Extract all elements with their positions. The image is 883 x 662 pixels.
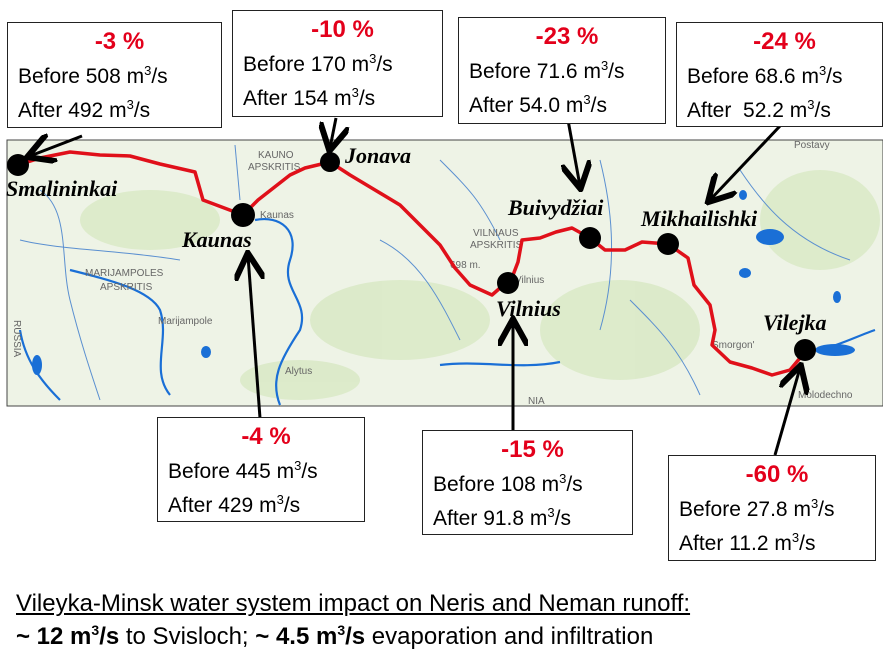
svg-text:Vilnius: Vilnius xyxy=(515,275,544,286)
station-labels: Smalininkai Jonava Buivydžiai Mikhailish… xyxy=(6,143,827,335)
svg-text:Buivydžiai: Buivydžiai xyxy=(507,195,604,220)
svg-text:Molodechno: Molodechno xyxy=(798,390,853,401)
before-flow: Before 170 m3/s xyxy=(243,51,393,76)
svg-text:APSKRITIS: APSKRITIS xyxy=(100,282,153,293)
before-flow: Before 68.6 m3/s xyxy=(687,63,843,88)
station-box-vilejka: -60 % Before 27.8 m3/s After 11.2 m3/s xyxy=(668,455,876,561)
change-percent: -24 % xyxy=(753,28,816,55)
before-flow: Before 27.8 m3/s xyxy=(679,496,835,521)
lakes xyxy=(32,190,855,375)
after-flow: After 54.0 m3/s xyxy=(469,92,607,117)
change-percent: -60 % xyxy=(745,461,809,488)
svg-text:Alytus: Alytus xyxy=(285,366,312,377)
svg-text:Jonava: Jonava xyxy=(344,143,411,168)
before-flow: Before 108 m3/s xyxy=(433,471,583,496)
svg-text:NIA: NIA xyxy=(528,396,545,407)
after-flow: After 91.8 m3/s xyxy=(433,505,571,530)
before-flow: Before 508 m3/s xyxy=(18,63,168,88)
svg-text:Vilejka: Vilejka xyxy=(763,310,827,335)
svg-text:698 m.: 698 m. xyxy=(450,260,481,271)
change-percent: -4 % xyxy=(241,423,291,450)
svg-text:KAUNO: KAUNO xyxy=(258,150,294,161)
after-flow: After 11.2 m3/s xyxy=(679,530,816,555)
caption-title: Vileyka-Minsk water system impact on Ner… xyxy=(16,590,691,617)
svg-text:Kaunas: Kaunas xyxy=(181,227,252,252)
svg-text:Marijampole: Marijampole xyxy=(158,316,213,327)
svg-text:Smalininkai: Smalininkai xyxy=(6,176,118,201)
svg-text:RUSSIA: RUSSIA xyxy=(11,320,22,358)
tributaries xyxy=(19,144,851,401)
station-box-buivydziai: -23 % Before 71.6 m3/s After 54.0 m3/s xyxy=(458,17,666,124)
change-percent: -3 % xyxy=(94,28,145,55)
change-percent: -10 % xyxy=(311,16,374,43)
before-flow: Before 445 m3/s xyxy=(168,458,318,483)
svg-text:APSKRITIS: APSKRITIS xyxy=(248,162,301,173)
after-flow: After 429 m3/s xyxy=(168,492,301,517)
terrain-patches xyxy=(80,170,880,400)
caption-details: ~ 12 m3/s to Svisloch; ~ 4.5 m3/s evapor… xyxy=(16,622,654,650)
svg-text:Postavy: Postavy xyxy=(794,140,830,151)
svg-text:Kaunas: Kaunas xyxy=(260,210,294,221)
svg-text:MARIJAMPOLES: MARIJAMPOLES xyxy=(85,268,164,279)
station-box-kaunas: -4 % Before 445 m3/s After 429 m3/s xyxy=(157,417,365,522)
before-flow: Before 71.6 m3/s xyxy=(469,58,625,83)
svg-text:VILNIAUS: VILNIAUS xyxy=(473,228,519,239)
svg-text:APSKRITIS: APSKRITIS xyxy=(470,240,523,251)
after-flow: After 492 m3/s xyxy=(18,97,151,122)
station-box-mikhailishki: -24 % Before 68.6 m3/s After 52.2 m3/s xyxy=(676,22,883,127)
station-dots xyxy=(7,152,816,361)
station-box-jonava: -10 % Before 170 m3/s After 154 m3/s xyxy=(232,10,443,117)
svg-text:Vilnius: Vilnius xyxy=(496,296,561,321)
after-flow: After 52.2 m3/s xyxy=(687,97,831,122)
change-percent: -23 % xyxy=(535,23,599,50)
station-box-vilnius: -15 % Before 108 m3/s After 91.8 m3/s xyxy=(422,430,633,535)
change-percent: -15 % xyxy=(501,436,564,463)
after-flow: After 154 m3/s xyxy=(243,85,376,110)
svg-text:Mikhailishki: Mikhailishki xyxy=(640,206,758,231)
svg-text:Smorgon': Smorgon' xyxy=(712,340,755,351)
pointer-arrows xyxy=(30,117,800,456)
station-box-smalininkai: -3 % Before 508 m3/s After 492 m3/s xyxy=(7,22,222,128)
